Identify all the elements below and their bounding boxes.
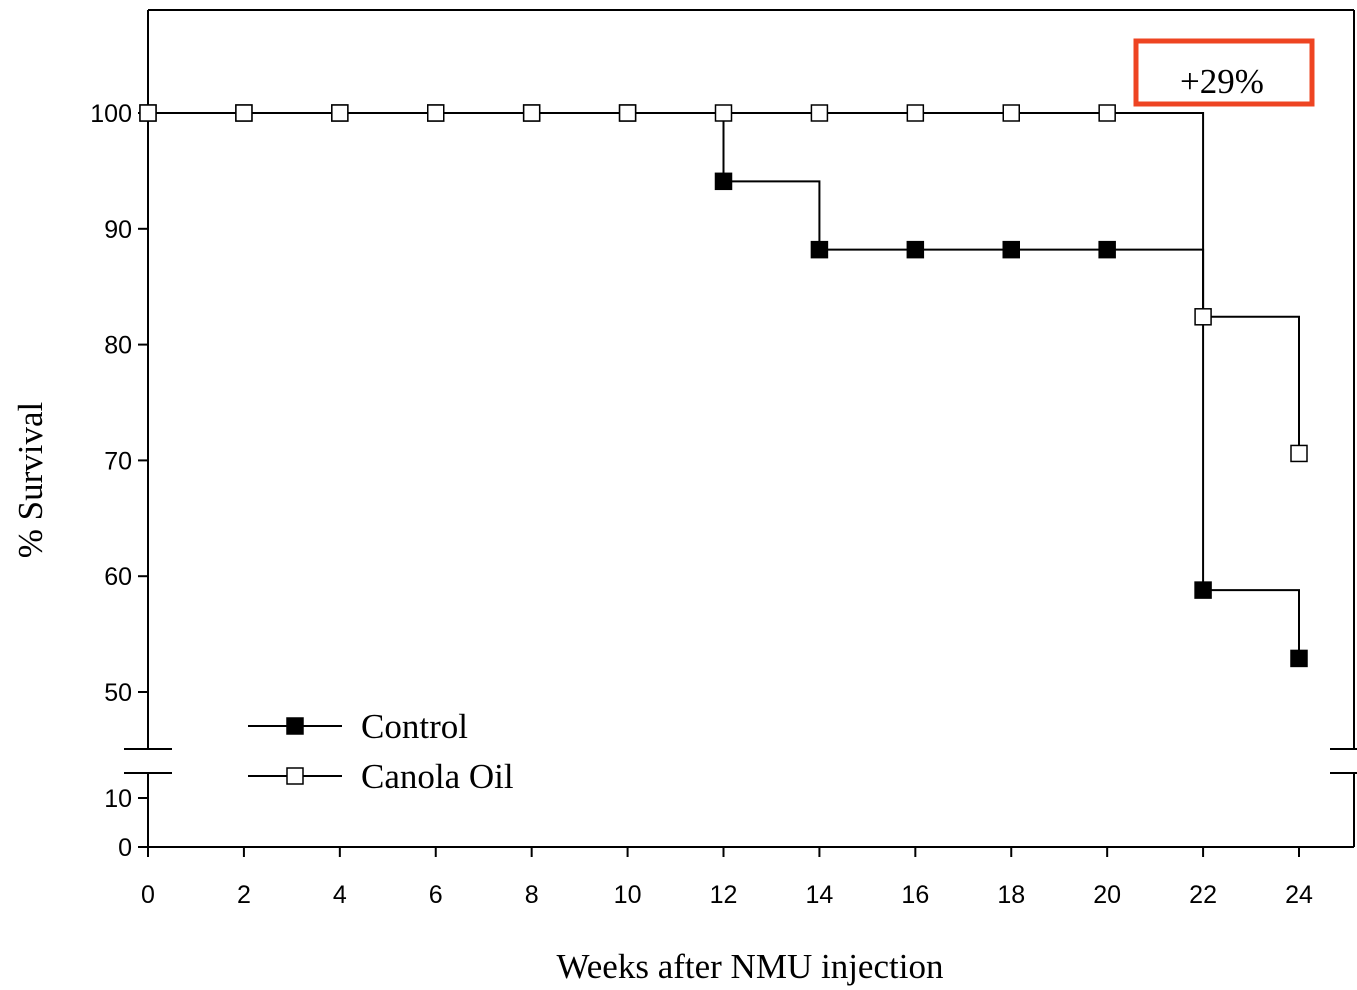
data-point-canola-oil: [522, 104, 541, 122]
x-tick-label: 4: [333, 881, 347, 909]
data-point-canola-oil: [139, 104, 157, 122]
legend-label-control: Control: [361, 707, 468, 746]
legend-label-canola-oil: Canola Oil: [361, 757, 514, 796]
y-tick-label: 10: [104, 785, 132, 813]
x-tick-label: 18: [997, 881, 1025, 909]
x-tick-label: 20: [1093, 881, 1121, 909]
x-axis-title: Weeks after NMU injection: [557, 947, 944, 986]
data-point-canola-oil: [331, 104, 349, 122]
x-tick-label: 8: [525, 881, 539, 909]
y-tick-label: 70: [104, 447, 132, 475]
data-point-control: [714, 172, 733, 191]
y-tick-label: 90: [104, 216, 132, 244]
y-tick-label: 80: [104, 332, 132, 360]
legend-marker-control: [286, 717, 304, 735]
x-axis: 0 2 4 6 8 10 12 14 16 18 20 22 24: [141, 847, 1313, 909]
data-point-control: [1194, 581, 1212, 599]
series-line-control: [148, 112, 1300, 659]
data-point-canola-oil: [1194, 308, 1212, 326]
data-point-canola-oil: [618, 104, 637, 122]
y-tick-label: 60: [104, 563, 132, 591]
data-point-control: [1002, 240, 1020, 259]
y-axis-title: % Survival: [11, 401, 50, 558]
y-tick-label: 50: [104, 679, 132, 707]
data-point-canola-oil: [1290, 444, 1308, 463]
x-tick-label: 10: [614, 881, 642, 909]
data-point-canola-oil: [235, 104, 253, 122]
x-tick-label: 0: [141, 881, 155, 909]
plot-frame: [124, 9, 1357, 848]
x-tick-label: 22: [1189, 881, 1217, 909]
legend-marker-canola-oil: [286, 767, 304, 785]
x-tick-label: 16: [901, 881, 929, 909]
series-layer: [139, 104, 1308, 668]
y-tick-label: 0: [118, 834, 132, 862]
data-point-canola-oil: [714, 104, 733, 122]
annotation-box: +29%: [1133, 38, 1315, 107]
data-point-control: [1290, 649, 1308, 668]
x-tick-label: 2: [237, 881, 251, 909]
data-point-canola-oil: [906, 104, 925, 122]
y-tick-label: 100: [90, 100, 132, 128]
data-point-control: [1098, 240, 1116, 259]
data-point-canola-oil: [1002, 104, 1020, 122]
y-axis: 50 60 70 80 90 100 0 10: [90, 100, 148, 862]
x-tick-label: 24: [1285, 881, 1313, 909]
x-tick-label: 14: [806, 881, 834, 909]
data-point-canola-oil: [810, 104, 829, 122]
legend: Control Canola Oil: [248, 707, 514, 796]
data-point-control: [906, 240, 925, 259]
annotation-text: +29%: [1180, 62, 1264, 101]
data-point-canola-oil: [1098, 104, 1116, 122]
data-point-canola-oil: [427, 104, 445, 122]
data-point-control: [810, 240, 829, 259]
x-tick-label: 6: [429, 881, 443, 909]
x-tick-label: 12: [710, 881, 738, 909]
annotation-border: [1133, 38, 1315, 107]
